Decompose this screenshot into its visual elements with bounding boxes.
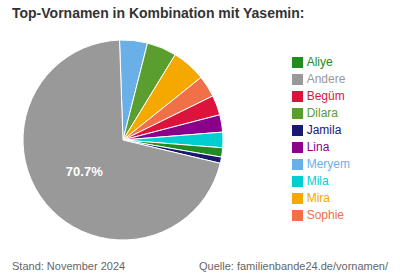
html-text:Meryem: Meryem bbox=[306, 157, 350, 171]
html-text:Andere: Andere bbox=[306, 72, 346, 86]
html-text:Lina: Lina bbox=[306, 140, 330, 154]
html-text:Jamila: Jamila bbox=[306, 123, 342, 137]
html-text:Sophie: Sophie bbox=[306, 208, 344, 222]
html-text:Mira: Mira bbox=[306, 191, 330, 205]
svg-text:70.7%: 70.7% bbox=[66, 164, 103, 179]
html-text:Top-Vornamen in Kombination mi: Top-Vornamen in Kombination mit Yasemin: bbox=[12, 5, 305, 21]
html-text:Begüm: Begüm bbox=[306, 89, 345, 103]
html-text:Mila: Mila bbox=[306, 174, 329, 188]
html-text:Quelle: familienbande24.de/vor: Quelle: familienbande24.de/vornamen/ bbox=[199, 260, 388, 272]
html-text:Dilara: Dilara bbox=[306, 106, 338, 120]
html-text:Stand: November 2024: Stand: November 2024 bbox=[12, 260, 126, 272]
html-text:Aliye: Aliye bbox=[306, 55, 333, 69]
